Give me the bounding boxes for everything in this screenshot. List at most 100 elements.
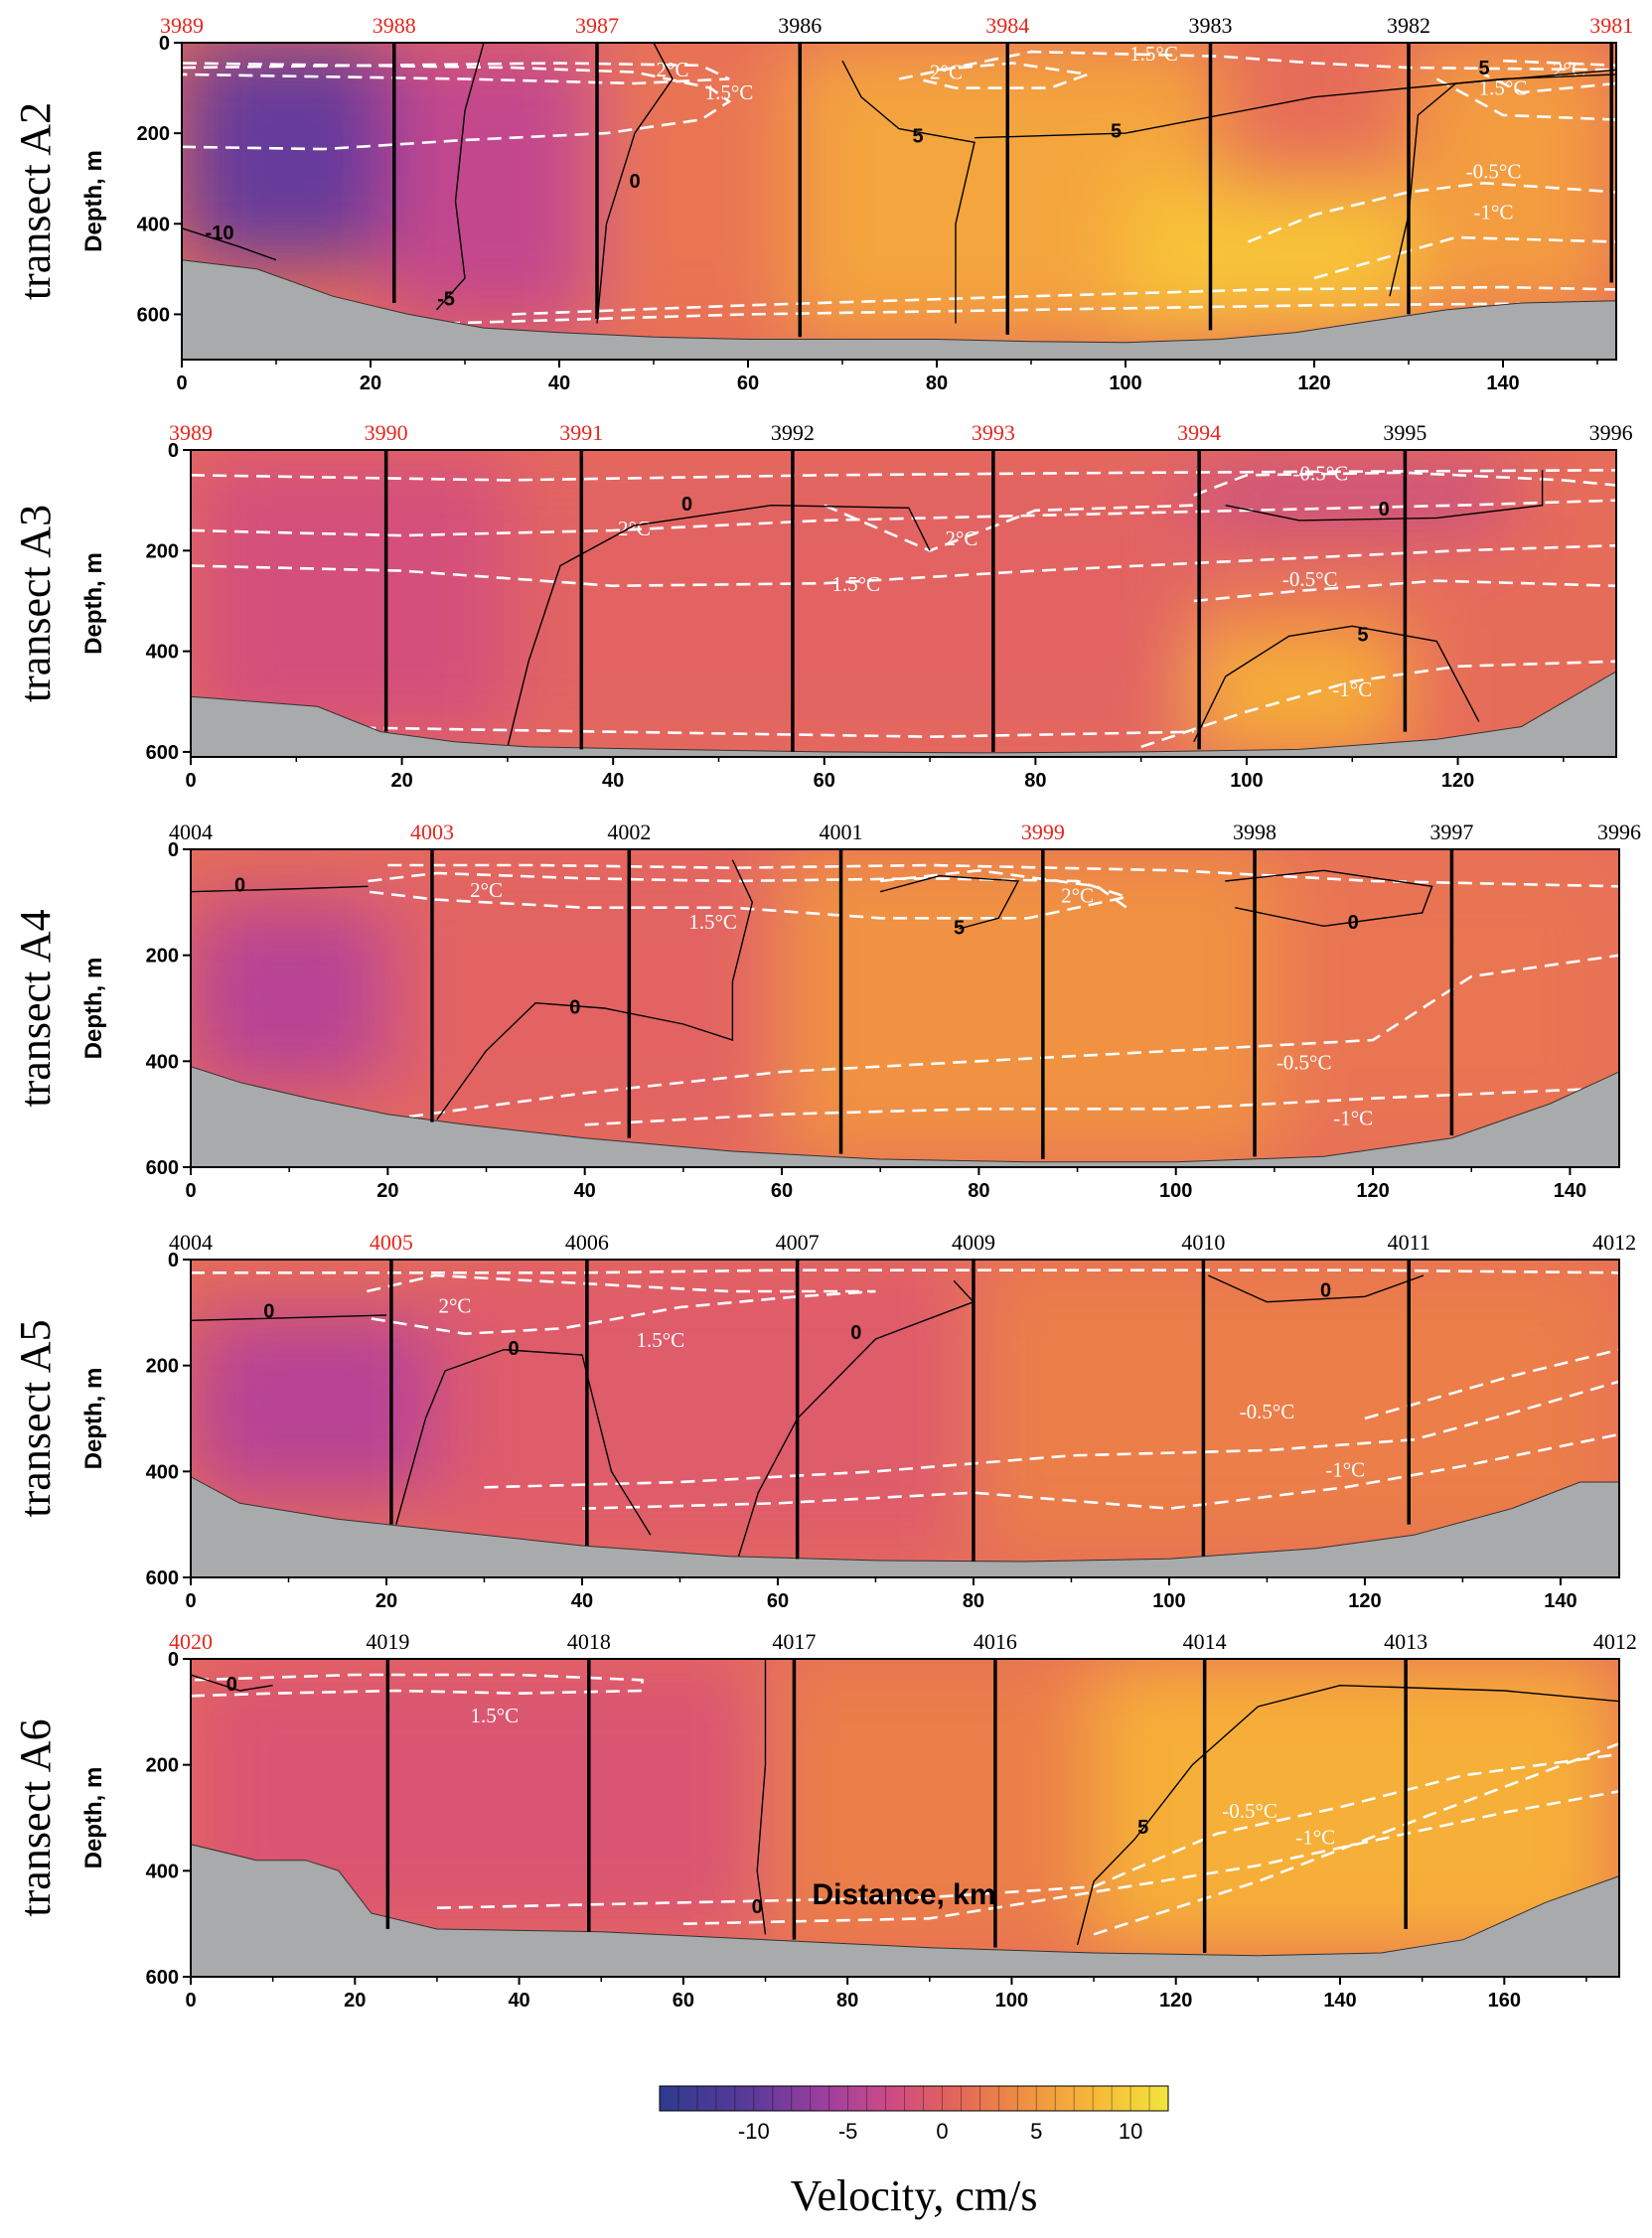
panels-group: 2°C 1.5°C 2°C 1.5°C 2°C 1.5°C -0.5°C -1°C -10 -5 0… [11, 13, 1641, 2012]
panel-a3: 2°C 1.5°C 2°C -0.5°C -0.5°C -1°C 0 0 5 3989 3990 39… [11, 420, 1633, 792]
seabed [182, 259, 1616, 360]
contour-label: 5 [1357, 624, 1368, 646]
x-tick-label: 60 [814, 770, 835, 792]
contour-label: 5 [1111, 121, 1122, 143]
contour-label: 0 [263, 1301, 274, 1323]
x-tick-label: 80 [968, 1180, 989, 1202]
x-tick-label: 60 [771, 1180, 793, 1202]
isotherm-label: 2°C [1061, 883, 1094, 907]
x-tick-label: 20 [375, 1590, 397, 1612]
isotherm-label: 1.5°C [636, 1328, 684, 1352]
velocity-cell [387, 849, 783, 1146]
velocity-contour [1076, 1684, 1619, 1946]
velocity-contour [191, 1674, 273, 1692]
station-label: 3996 [1589, 420, 1633, 445]
y-tick-label: 600 [146, 1157, 179, 1179]
velocity-cell [782, 849, 1275, 1162]
y-tick-label: 200 [146, 1356, 179, 1378]
y-tick-label: 0 [168, 440, 179, 462]
contour-label: -5 [437, 288, 455, 310]
isotherm-line [191, 1673, 644, 1698]
x-tick-label: 140 [1544, 1590, 1577, 1612]
y-axis-label: Depth, m [80, 1368, 107, 1470]
colorbar: -10 -5 0 5 10 Velocity, cm/s [659, 2085, 1169, 2220]
y-tick-label: 0 [168, 839, 179, 861]
station-label: 3998 [1233, 820, 1277, 844]
station-label: 4001 [820, 820, 863, 844]
isotherm-label: 1.5°C [470, 1704, 519, 1727]
station-label: 4018 [567, 1629, 611, 1654]
isotherm-line [484, 1380, 1619, 1489]
velocity-contour [1225, 869, 1433, 928]
station-label: 3993 [972, 420, 1015, 445]
velocity-cell [973, 1260, 1619, 1557]
isotherm-line [191, 543, 1616, 588]
y-tick-label: 400 [146, 1861, 179, 1882]
x-axis-label-group: Distance, km [812, 1878, 995, 1911]
isotherm-label: -0.5°C [1466, 160, 1522, 184]
station-label: 3989 [160, 13, 204, 38]
panel-title: transect A6 [11, 1718, 60, 1916]
x-tick-label: 0 [185, 1990, 196, 2012]
x-tick-label: 100 [1230, 770, 1263, 792]
station-label: 4017 [772, 1629, 816, 1654]
y-tick-label: 0 [168, 1649, 179, 1671]
velocity-contour [191, 1314, 387, 1321]
panel-title: transect A3 [11, 505, 60, 702]
velocity-contour [1193, 625, 1480, 743]
x-tick-label: 120 [1297, 373, 1330, 394]
isotherm-line [445, 301, 1616, 325]
velocity-field: 1.5°C -0.5°C -1°C 0 0 5 [191, 1659, 1619, 1977]
isotherm-line [387, 954, 1619, 1121]
isotherm-line [387, 863, 1619, 888]
isotherm-line [296, 725, 1194, 739]
y-tick-label: 600 [146, 1567, 179, 1589]
colorbar-tick-label: -10 [738, 2119, 770, 2144]
isotherm-line [682, 1790, 1619, 1925]
velocity-cell [389, 43, 597, 324]
contour-label: 0 [850, 1322, 861, 1344]
station-label: 4016 [974, 1629, 1017, 1654]
x-tick-label: 0 [185, 1180, 196, 1202]
isotherm-label: 2°C [438, 1293, 471, 1317]
station-label: 3987 [575, 13, 619, 38]
colorbar-bar [659, 2085, 1169, 2112]
x-tick-label: 120 [1159, 1990, 1192, 2012]
station-label: 3995 [1383, 420, 1427, 445]
y-tick-label: 600 [146, 1967, 179, 1989]
field-blobs [191, 1659, 1619, 1956]
x-tick-label: 100 [1159, 1180, 1192, 1202]
x-tick-label: 140 [1323, 1990, 1356, 2012]
isotherm-line [191, 1268, 1619, 1274]
y-tick-label: 600 [146, 742, 179, 764]
velocity-field: 2°C 1.5°C -0.5°C -1°C 0 0 0 0 [191, 1260, 1619, 1577]
velocity-field: 2°C 1.5°C 2°C -0.5°C -0.5°C -1°C 0 0 5 [191, 450, 1616, 757]
y-tick-label: 200 [146, 540, 179, 562]
contour-label: 0 [1379, 499, 1390, 521]
x-tick-label: 60 [737, 373, 759, 394]
isotherm-line [1313, 235, 1616, 280]
velocity-field: 2°C1.5°C2°C1.5°C2°C1.5°C-0.5°C-1°C-10-50… [182, 43, 1616, 360]
station-label: 4006 [565, 1230, 609, 1255]
panel-a2: 2°C1.5°C2°C1.5°C2°C1.5°C-0.5°C-1°C-10-50… [11, 13, 1633, 394]
x-tick-label: 160 [1488, 1990, 1521, 2012]
isotherm-line [436, 1752, 1619, 1909]
velocity-contour [1208, 1274, 1425, 1303]
contour-label: 0 [629, 171, 640, 193]
velocity-contour [1225, 470, 1544, 522]
panel-title: transect A2 [11, 102, 60, 300]
x-tick-label: 120 [1441, 770, 1474, 792]
isotherm-line [581, 1432, 1619, 1511]
velocity-cell [1193, 626, 1406, 752]
isotherm-label: 2°C [470, 878, 503, 902]
isotherm-line [367, 1273, 876, 1336]
station-label: 3989 [169, 420, 213, 445]
station-label: 3997 [1429, 820, 1473, 844]
y-tick-label: 400 [146, 1051, 179, 1073]
station-label: 4003 [410, 820, 454, 844]
velocity-cell [1126, 178, 1409, 333]
field-blobs [191, 1260, 1619, 1557]
isotherm-line [1248, 181, 1616, 243]
